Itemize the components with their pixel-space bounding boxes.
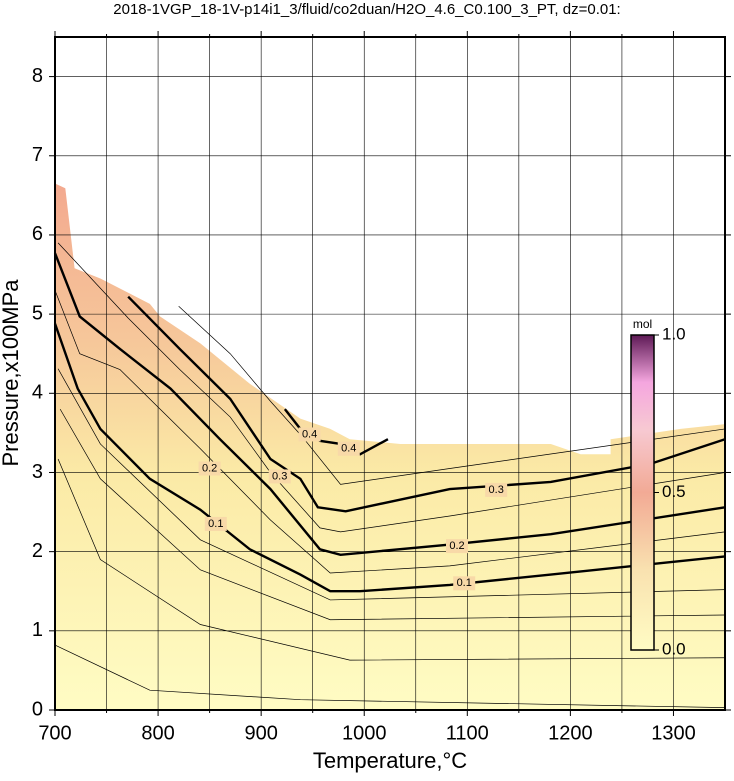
- contour-label: 0.1: [208, 518, 223, 530]
- y-tick-label: 3: [32, 461, 43, 483]
- contour-line: [127, 295, 726, 513]
- colorbar-tick-label: 0.0: [662, 639, 686, 658]
- contour-line: [54, 290, 726, 574]
- contour-label-bg: [268, 469, 291, 484]
- y-tick-label: 8: [32, 65, 43, 87]
- x-tick-label: 1300: [651, 722, 696, 744]
- plot-frame: [54, 36, 726, 711]
- colorbar-tick-label: 1.0: [662, 324, 686, 343]
- x-tick-label: 900: [244, 722, 277, 744]
- contour-label: 0.3: [489, 484, 504, 496]
- y-tick-label: 4: [32, 382, 43, 404]
- contour-line: [54, 644, 726, 708]
- contour-label-bg: [337, 441, 360, 456]
- chart-title: 2018-1VGP_18-1V-p14i1_3/fluid/co2duan/H2…: [113, 1, 620, 18]
- contour-label-bg: [298, 427, 321, 442]
- x-tick-label: 1000: [342, 722, 387, 744]
- x-tick-label: 1100: [446, 722, 489, 744]
- y-tick-label: 1: [32, 619, 43, 641]
- y-tick-label: 6: [32, 223, 43, 245]
- contour-label: 0.1: [457, 577, 472, 589]
- y-tick-label: 0: [32, 698, 43, 720]
- colorbar-tick-label: 0.5: [662, 482, 686, 501]
- contour-label-bg: [485, 482, 508, 497]
- contour-line: [57, 368, 726, 601]
- contour-label-bg: [453, 576, 476, 591]
- contour-line: [283, 408, 389, 456]
- colorbar: [630, 334, 655, 651]
- x-tick-label: 800: [141, 722, 174, 744]
- contour-label: 0.4: [341, 443, 356, 455]
- contour-label: 0.4: [302, 428, 317, 440]
- contour-label-bg: [204, 516, 227, 531]
- contour-label: 0.2: [202, 462, 217, 474]
- contour-line: [59, 408, 726, 621]
- x-tick-label: 700: [38, 722, 71, 744]
- contour-line: [53, 252, 726, 557]
- colorbar-label: mol: [633, 317, 652, 331]
- contour-label-bg: [446, 539, 468, 554]
- contour-label: 0.3: [272, 470, 287, 482]
- y-tick-label: 2: [32, 540, 43, 562]
- y-tick-label: 5: [32, 302, 43, 324]
- contour-label: 0.2: [449, 540, 464, 552]
- contour-label-bg: [198, 461, 221, 476]
- contour-line: [57, 458, 726, 661]
- y-tick-label: 7: [32, 144, 43, 166]
- x-axis-label: Temperature,°C: [313, 748, 467, 773]
- x-tick-label: 1200: [548, 722, 593, 744]
- y-axis-label: Pressure,x100MPa: [0, 279, 23, 467]
